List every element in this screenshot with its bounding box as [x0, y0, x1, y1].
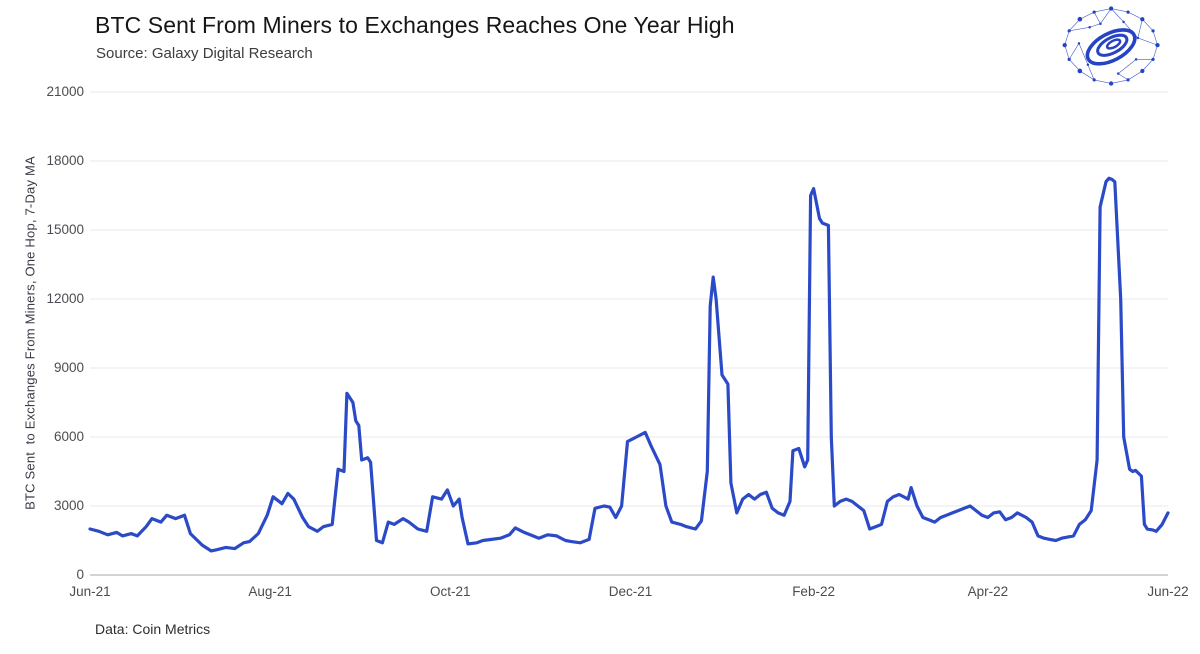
y-tick-label: 18000	[46, 153, 84, 168]
x-tick-label: Jun-21	[69, 584, 111, 599]
data-source-caption: Data: Coin Metrics	[95, 621, 211, 637]
y-tick-label: 3000	[53, 498, 84, 513]
x-tick-label: Apr-22	[967, 584, 1009, 599]
y-axis-label: BTC Sent to Exchanges From Miners, One H…	[22, 156, 38, 510]
y-tick-label: 0	[76, 567, 84, 582]
logo-galaxy-rings	[1085, 28, 1137, 66]
logo-dots	[1062, 6, 1160, 86]
y-tick-label: 21000	[46, 84, 84, 99]
y-tick-label: 15000	[46, 222, 84, 237]
y-tick-label: 12000	[46, 291, 84, 306]
line-chart	[88, 91, 1170, 576]
galaxy-digital-logo-icon	[1062, 6, 1160, 86]
x-tick-label: Aug-21	[248, 584, 292, 599]
x-tick-label: Feb-22	[792, 584, 835, 599]
x-tick-label: Oct-21	[430, 584, 471, 599]
x-tick-label: Dec-21	[608, 584, 653, 599]
page-title: BTC Sent From Miners to Exchanges Reache…	[95, 12, 735, 38]
source-subtitle: Source: Galaxy Digital Research	[96, 45, 313, 62]
y-tick-label: 9000	[53, 360, 84, 375]
x-tick-label: Jun-22	[1147, 584, 1189, 599]
y-tick-label: 6000	[53, 429, 84, 444]
series-line-btc-miners-to-exchanges	[88, 176, 1170, 553]
